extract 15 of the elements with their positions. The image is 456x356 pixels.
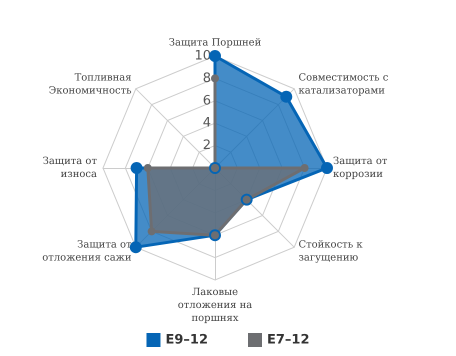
spoke-label: Лаковые отложения на поршнях (178, 287, 252, 324)
spoke-label: Защита от коррозии (333, 156, 388, 180)
legend-label: E9–12 (165, 332, 208, 348)
spoke-label: Защита от отложения сажи (42, 239, 132, 264)
y-tick-label: 4 (202, 116, 211, 131)
spoke-label: Стойкость к загущению (298, 239, 364, 264)
spoke-label: Защита от износа (42, 156, 98, 180)
y-tick-label: 2 (202, 138, 211, 154)
spoke-label: Защита Поршней (168, 38, 262, 49)
y-tick-label: 8 (202, 70, 211, 86)
legend-label: E7–12 (267, 332, 310, 348)
spoke-label: Совместимость с катализаторами (298, 72, 389, 97)
spoke-label: Топливная Экономичность (48, 72, 132, 97)
y-tick-label: 10 (194, 48, 211, 64)
y-tick-label: 6 (202, 93, 211, 108)
